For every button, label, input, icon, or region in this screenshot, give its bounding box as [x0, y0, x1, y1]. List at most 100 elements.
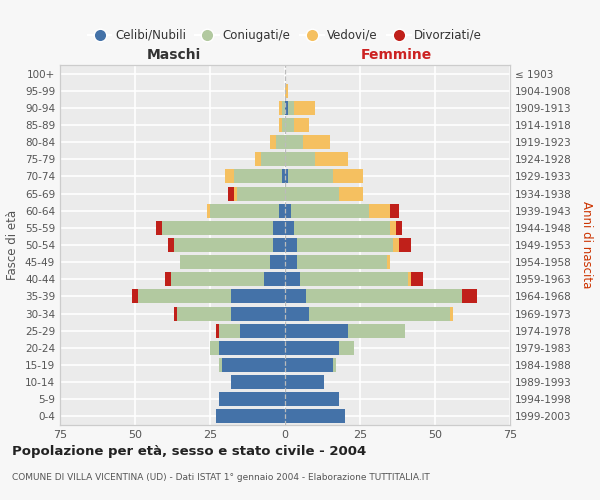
Bar: [285, 341, 339, 355]
Bar: [297, 255, 387, 269]
Bar: [270, 135, 276, 149]
Bar: [282, 170, 285, 183]
Bar: [132, 290, 138, 304]
Bar: [240, 324, 285, 338]
Bar: [210, 204, 279, 218]
Y-axis label: Anni di nascita: Anni di nascita: [580, 202, 593, 288]
Y-axis label: Fasce di età: Fasce di età: [7, 210, 19, 280]
Bar: [210, 341, 219, 355]
Bar: [231, 306, 285, 320]
Bar: [168, 238, 174, 252]
Bar: [297, 238, 393, 252]
Bar: [261, 152, 285, 166]
Bar: [156, 221, 162, 235]
Bar: [393, 238, 399, 252]
Bar: [219, 392, 285, 406]
Bar: [348, 324, 405, 338]
Bar: [285, 392, 339, 406]
Bar: [279, 118, 282, 132]
Text: COMUNE DI VILLA VICENTINA (UD) - Dati ISTAT 1° gennaio 2004 - Elaborazione TUTTI: COMUNE DI VILLA VICENTINA (UD) - Dati IS…: [12, 472, 430, 482]
Bar: [285, 306, 309, 320]
Bar: [219, 358, 222, 372]
Bar: [162, 221, 273, 235]
Legend: Celibi/Nubili, Coniugati/e, Vedovi/e, Divorziati/e: Celibi/Nubili, Coniugati/e, Vedovi/e, Di…: [83, 24, 487, 46]
Bar: [315, 152, 348, 166]
Bar: [285, 152, 315, 166]
Bar: [285, 238, 297, 252]
Bar: [306, 290, 462, 304]
Bar: [291, 204, 369, 218]
Text: Maschi: Maschi: [147, 48, 201, 62]
Bar: [285, 221, 294, 235]
Bar: [294, 101, 315, 115]
Bar: [276, 135, 285, 149]
Bar: [273, 238, 285, 252]
Bar: [333, 358, 336, 372]
Bar: [303, 135, 330, 149]
Bar: [450, 306, 453, 320]
Bar: [219, 324, 240, 338]
Bar: [294, 221, 390, 235]
Bar: [282, 118, 285, 132]
Bar: [333, 170, 363, 183]
Bar: [255, 152, 261, 166]
Bar: [177, 306, 231, 320]
Bar: [390, 221, 396, 235]
Bar: [231, 290, 285, 304]
Bar: [234, 170, 282, 183]
Bar: [285, 358, 333, 372]
Bar: [399, 238, 411, 252]
Bar: [369, 204, 390, 218]
Bar: [411, 272, 423, 286]
Bar: [279, 101, 282, 115]
Bar: [225, 170, 234, 183]
Bar: [231, 375, 285, 389]
Text: Popolazione per età, sesso e stato civile - 2004: Popolazione per età, sesso e stato civil…: [12, 445, 366, 458]
Bar: [273, 221, 285, 235]
Bar: [285, 410, 345, 424]
Bar: [285, 84, 288, 98]
Bar: [285, 204, 291, 218]
Bar: [165, 272, 171, 286]
Bar: [309, 306, 450, 320]
Bar: [234, 186, 237, 200]
Bar: [285, 101, 288, 115]
Bar: [390, 204, 399, 218]
Bar: [285, 170, 288, 183]
Bar: [216, 410, 285, 424]
Bar: [387, 255, 390, 269]
Bar: [339, 186, 363, 200]
Bar: [282, 101, 285, 115]
Text: Femmine: Femmine: [361, 48, 431, 62]
Bar: [339, 341, 354, 355]
Bar: [285, 135, 303, 149]
Bar: [285, 186, 339, 200]
Bar: [174, 238, 273, 252]
Bar: [279, 204, 285, 218]
Bar: [237, 186, 285, 200]
Bar: [171, 272, 264, 286]
Bar: [408, 272, 411, 286]
Bar: [174, 306, 177, 320]
Bar: [294, 118, 309, 132]
Bar: [462, 290, 477, 304]
Bar: [180, 255, 270, 269]
Bar: [300, 272, 408, 286]
Bar: [219, 341, 285, 355]
Bar: [285, 118, 294, 132]
Bar: [207, 204, 210, 218]
Bar: [288, 101, 294, 115]
Bar: [285, 255, 297, 269]
Bar: [285, 324, 348, 338]
Bar: [216, 324, 219, 338]
Bar: [288, 170, 333, 183]
Bar: [285, 290, 306, 304]
Bar: [396, 221, 402, 235]
Bar: [285, 272, 300, 286]
Bar: [264, 272, 285, 286]
Bar: [222, 358, 285, 372]
Bar: [228, 186, 234, 200]
Bar: [138, 290, 231, 304]
Bar: [285, 375, 324, 389]
Bar: [270, 255, 285, 269]
